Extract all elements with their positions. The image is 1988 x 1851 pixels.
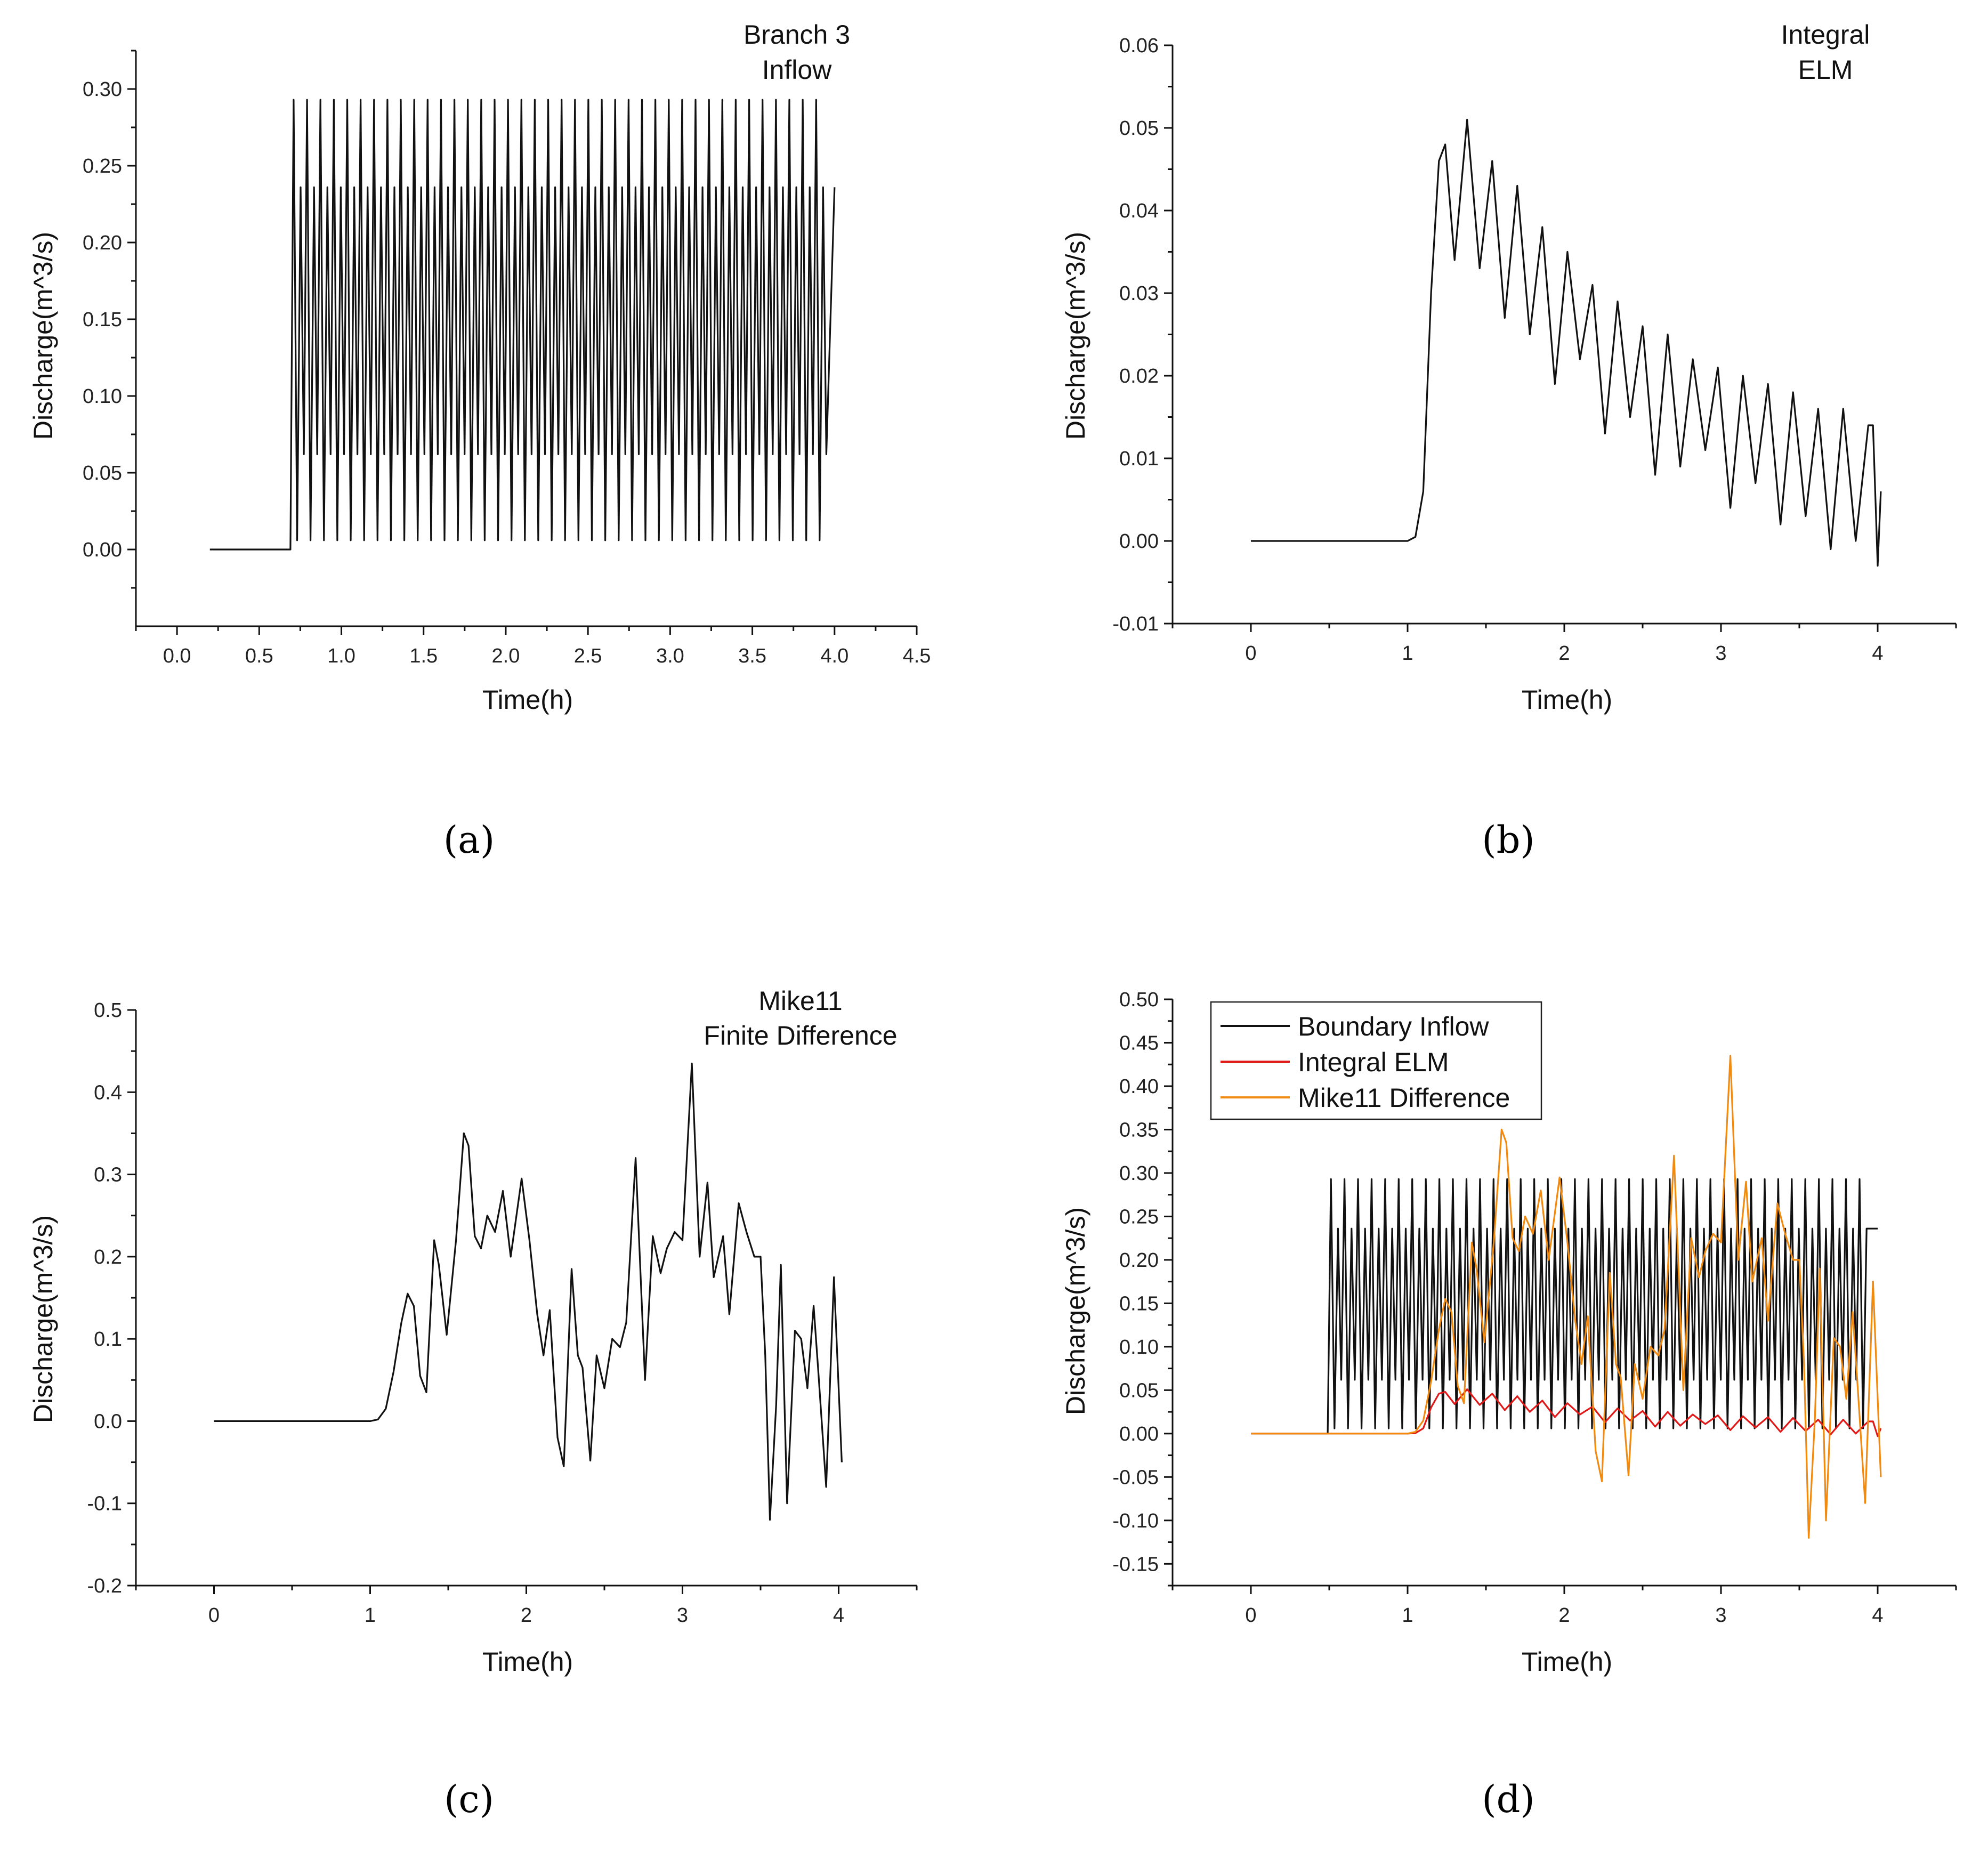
y-tick-label: -0.01 [1112, 613, 1159, 635]
legend-label-boundary-inflow: Boundary Inflow [1298, 1012, 1489, 1041]
annotation-line-2: Finite Difference [704, 1021, 897, 1050]
y-tick-label: 0.3 [94, 1164, 122, 1186]
panel-label: (a) [443, 818, 495, 862]
y-tick-label: 0.05 [1119, 1379, 1159, 1402]
y-tick-label: -0.10 [1112, 1510, 1159, 1532]
y-tick-label: 0.06 [1119, 35, 1159, 57]
y-tick-label: 0.30 [1119, 1162, 1159, 1185]
series-line-branch-3-inflow [209, 99, 836, 551]
y-tick-label: 0.02 [1119, 365, 1159, 387]
y-tick-label: 0.20 [1119, 1249, 1159, 1272]
y-tick-label: 0.00 [83, 539, 122, 561]
y-tick-label: 0.35 [1119, 1119, 1159, 1141]
annotation-line-1: Branch 3 [744, 20, 850, 50]
y-tick-label: 0.20 [83, 232, 122, 254]
y-tick-label: 0.15 [83, 309, 122, 331]
series-line-mike11-difference [1251, 1055, 1882, 1539]
y-tick-label: 0.25 [1119, 1206, 1159, 1228]
x-tick-label: 4 [1872, 1604, 1883, 1627]
x-tick-label: 1 [365, 1604, 376, 1627]
annotation-line-2: Inflow [762, 55, 833, 85]
x-tick-label: 4 [1872, 642, 1883, 665]
x-tick-label: 4 [833, 1604, 844, 1627]
legend: Boundary Inflow Integral ELM Mike11 Diff… [1210, 1001, 1542, 1120]
y-tick-label: 0.50 [1119, 989, 1159, 1011]
y-tick-label: 0.10 [1119, 1336, 1159, 1359]
x-tick-label: 1.0 [327, 645, 355, 667]
annotation-line-2: ELM [1798, 55, 1853, 85]
y-axis-title: Discharge(m^3/s) [1061, 232, 1090, 440]
x-tick-label: 1.5 [409, 645, 438, 667]
x-tick-label: 1 [1402, 1604, 1413, 1627]
y-axis-title: Discharge(m^3/s) [28, 232, 58, 440]
series-line-integral-elm [1251, 1388, 1882, 1437]
x-tick-label: 3 [1715, 1604, 1726, 1627]
y-tick-label: 0.10 [83, 385, 122, 408]
y-tick-label: 0.01 [1119, 448, 1159, 470]
series-line-integral-elm [1251, 118, 1882, 567]
panel-label: (d) [1482, 1777, 1534, 1821]
panel-c: Mike11 Finite Difference Time(h) Dischar… [28, 986, 918, 1821]
x-tick-label: 3 [677, 1604, 688, 1627]
x-tick-label: 0.5 [245, 645, 273, 667]
y-tick-label: -0.15 [1112, 1553, 1159, 1575]
panel-label: (c) [444, 1777, 494, 1821]
y-tick-label: -0.2 [87, 1575, 122, 1597]
y-tick-label: 0.04 [1119, 200, 1159, 222]
y-tick-label: 0.25 [83, 155, 122, 177]
y-axis-title: Discharge(m^3/s) [28, 1215, 58, 1423]
y-tick-label: 0.00 [1119, 1423, 1159, 1445]
y-tick-label: 0.0 [94, 1410, 122, 1433]
x-tick-label: 4.5 [903, 645, 931, 667]
y-tick-label: -0.05 [1112, 1466, 1159, 1489]
y-tick-label: 0.05 [83, 462, 122, 484]
x-tick-label: 3 [1715, 642, 1726, 665]
x-tick-label: 3.5 [738, 645, 766, 667]
y-tick-label: 0.2 [94, 1246, 122, 1268]
x-tick-label: 3.0 [656, 645, 684, 667]
y-tick-label: 0.15 [1119, 1292, 1159, 1315]
y-tick-label: 0.45 [1119, 1032, 1159, 1054]
x-axis-title: Time(h) [1522, 1647, 1612, 1677]
x-tick-label: 0.0 [163, 645, 191, 667]
x-tick-label: 2.0 [492, 645, 520, 667]
x-tick-label: 2 [1558, 1604, 1570, 1627]
annotation-line-1: Mike11 [758, 986, 842, 1016]
x-axis-title: Time(h) [1522, 685, 1612, 715]
y-tick-label: 0.30 [83, 78, 122, 101]
legend-label-mike11-difference: Mike11 Difference [1298, 1083, 1510, 1113]
y-tick-label: 0.1 [94, 1328, 122, 1351]
x-axis-title: Time(h) [482, 1647, 573, 1677]
x-tick-label: 2 [521, 1604, 532, 1627]
x-tick-label: 0 [1245, 1604, 1256, 1627]
y-tick-label: -0.1 [87, 1493, 122, 1515]
y-axis-title: Discharge(m^3/s) [1061, 1207, 1090, 1415]
x-axis-title: Time(h) [482, 685, 573, 715]
series-line-boundary-inflow [1251, 1178, 1878, 1435]
y-tick-label: 0.5 [94, 999, 122, 1022]
x-tick-label: 2 [1558, 642, 1570, 665]
panel-d: Time(h) Discharge(m^3/s) (d) Boundary In… [1061, 989, 1957, 1821]
y-tick-label: 0.03 [1119, 282, 1159, 305]
x-tick-label: 0 [208, 1604, 220, 1627]
panel-label: (b) [1482, 818, 1534, 862]
x-tick-label: 2.5 [574, 645, 602, 667]
series-line-mike11-finite-difference [214, 1062, 843, 1521]
y-tick-label: 0.4 [94, 1081, 122, 1104]
y-tick-label: 0.00 [1119, 530, 1159, 553]
y-tick-label: 0.40 [1119, 1076, 1159, 1098]
x-tick-label: 1 [1402, 642, 1413, 665]
panel-a: Branch 3 Inflow Time(h) Discharge(m^3/s)… [28, 20, 931, 862]
y-tick-label: 0.05 [1119, 117, 1159, 140]
x-tick-label: 4.0 [820, 645, 848, 667]
panel-b: Integral ELM Time(h) Discharge(m^3/s) (b… [1061, 20, 1957, 862]
annotation-line-1: Integral [1781, 20, 1870, 50]
legend-label-integral-elm: Integral ELM [1298, 1047, 1449, 1077]
x-tick-label: 0 [1245, 642, 1256, 665]
